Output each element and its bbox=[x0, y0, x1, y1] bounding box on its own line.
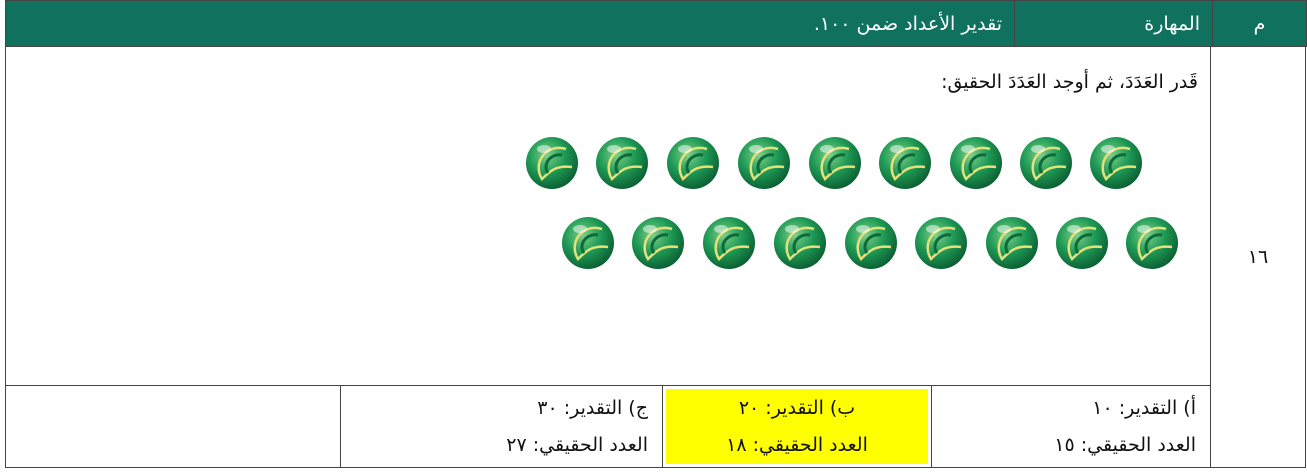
option-actual: العدد الحقيقي: ١٨ bbox=[726, 434, 868, 457]
number-header: م bbox=[1212, 0, 1307, 47]
skill-title: تقدير الأعداد ضمن ١٠٠. bbox=[5, 0, 1015, 47]
option: ج) التقدير: ٣٠ العدد الحقيقي: ٢٧ bbox=[340, 385, 663, 468]
option-estimate: أ) التقدير: ١٠ bbox=[1092, 397, 1196, 420]
skill-header: المهارة bbox=[1014, 0, 1213, 47]
option: ب) التقدير: ٢٠ العدد الحقيقي: ١٨ bbox=[662, 385, 932, 468]
marbles bbox=[524, 135, 1180, 271]
empty-cell bbox=[5, 385, 341, 468]
highlight: ب) التقدير: ٢٠ العدد الحقيقي: ١٨ bbox=[666, 389, 928, 464]
question-number: ١٦ bbox=[1210, 46, 1306, 468]
option-actual: العدد الحقيقي: ٢٧ bbox=[506, 433, 648, 456]
option-estimate: ب) التقدير: ٢٠ bbox=[738, 396, 856, 419]
option-estimate: ج) التقدير: ٣٠ bbox=[537, 397, 648, 420]
option: أ) التقدير: ١٠ العدد الحقيقي: ١٥ bbox=[931, 385, 1211, 468]
marble-row bbox=[560, 215, 1180, 271]
option-actual: العدد الحقيقي: ١٥ bbox=[1054, 433, 1196, 456]
marble-row bbox=[524, 135, 1144, 191]
